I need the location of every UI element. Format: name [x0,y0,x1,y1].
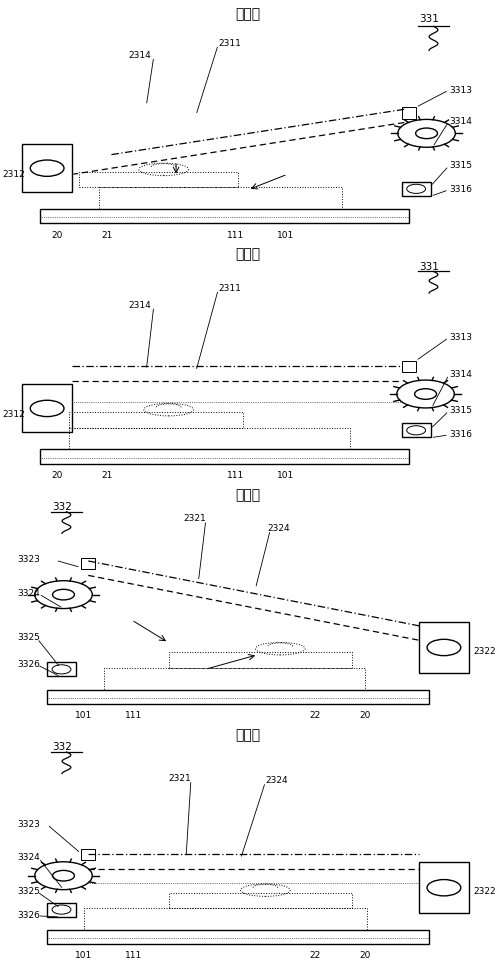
Text: 3326: 3326 [17,660,40,669]
Text: 332: 332 [52,502,72,512]
Bar [22,144,72,192]
Bar [69,412,243,428]
Bar [104,668,365,690]
Text: 2321: 2321 [168,774,191,783]
Bar [47,662,76,677]
Text: 101: 101 [75,711,92,720]
Bar [419,863,469,913]
Bar [402,360,416,372]
Text: 331: 331 [419,261,439,272]
Text: 2314: 2314 [128,51,151,60]
Text: （ｄ）: （ｄ） [236,728,260,742]
Bar [47,690,429,703]
Text: 111: 111 [227,471,244,480]
Text: 2311: 2311 [218,283,241,293]
Text: 3325: 3325 [17,887,40,896]
Text: 3316: 3316 [449,185,472,194]
Text: 332: 332 [52,742,72,752]
Bar [402,108,416,119]
Bar [40,449,409,463]
Text: 2322: 2322 [474,887,496,896]
Text: （ａ）: （ａ） [236,7,260,21]
Text: 3323: 3323 [17,820,40,828]
Bar [169,893,352,908]
Bar [402,423,431,437]
Text: 2324: 2324 [265,776,288,785]
Text: 20: 20 [52,231,62,239]
Bar [81,849,95,860]
Text: 111: 111 [227,231,244,239]
Text: （ｃ）: （ｃ） [236,487,260,502]
Text: 3314: 3314 [449,370,472,380]
Text: 2312: 2312 [2,410,25,419]
Text: 3315: 3315 [449,407,472,415]
Text: 20: 20 [52,471,62,480]
Text: 2324: 2324 [268,524,291,533]
Text: （ｂ）: （ｂ） [236,247,260,261]
Text: 3313: 3313 [449,86,472,94]
Text: 3324: 3324 [17,853,40,862]
Text: 3326: 3326 [17,911,40,920]
Text: 331: 331 [419,14,439,24]
Bar [22,384,72,432]
Bar [99,187,342,209]
Bar [47,930,429,944]
Text: 3324: 3324 [17,589,40,598]
Bar [402,182,431,196]
Text: 3316: 3316 [449,431,472,439]
Bar [169,653,352,668]
Bar [79,172,238,187]
Text: 111: 111 [125,951,142,960]
Bar [69,428,350,449]
Bar [40,209,409,223]
Text: 20: 20 [359,711,370,720]
Text: 3313: 3313 [449,333,472,342]
Text: 2322: 2322 [474,647,496,655]
Text: 22: 22 [310,951,320,960]
Text: 21: 21 [101,231,112,239]
Bar [419,623,469,673]
Text: 3325: 3325 [17,633,40,642]
Text: 101: 101 [75,951,92,960]
Bar [47,902,76,917]
Text: 2311: 2311 [218,38,241,48]
Text: 20: 20 [359,951,370,960]
Text: 111: 111 [125,711,142,720]
Text: 2321: 2321 [183,514,206,524]
Bar [84,908,367,930]
Text: 21: 21 [101,471,112,480]
Text: 101: 101 [277,471,294,480]
Bar [81,557,95,569]
Text: 2312: 2312 [2,170,25,179]
Text: 101: 101 [277,231,294,239]
Text: 2314: 2314 [128,301,151,309]
Text: 22: 22 [310,711,320,720]
Text: 3323: 3323 [17,555,40,564]
Text: 3315: 3315 [449,161,472,170]
Text: 3314: 3314 [449,117,472,126]
